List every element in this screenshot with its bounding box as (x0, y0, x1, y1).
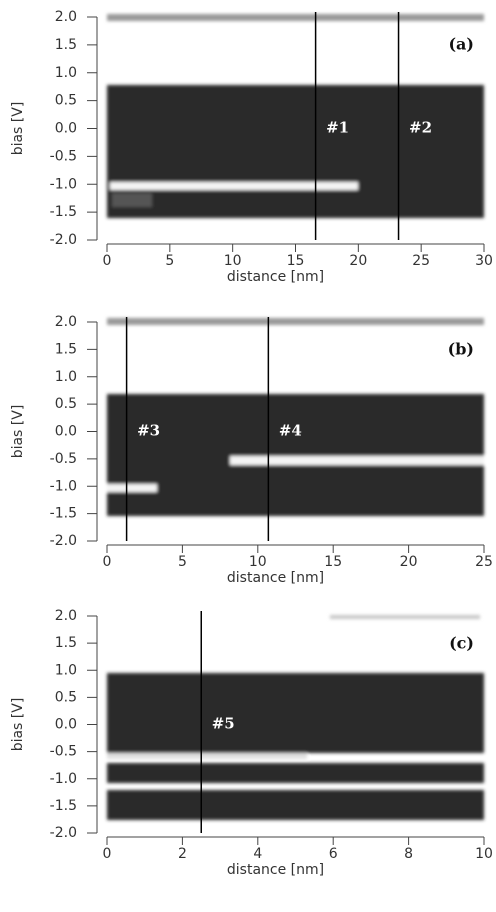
x-tick-label: 8 (404, 846, 413, 862)
panel-label: (a) (448, 35, 474, 54)
y-tick-label: -1.5 (50, 204, 77, 220)
y-tick-label: 1.0 (55, 65, 77, 81)
y-tick-label: 0.0 (55, 717, 77, 733)
y-tick-label: -2.0 (50, 825, 77, 841)
y-tick-label: 0.0 (55, 424, 77, 440)
y-tick-label: -0.5 (50, 451, 77, 467)
y-tick-label: -1.5 (50, 798, 77, 814)
y-tick-label: 0.5 (55, 689, 77, 705)
y-tick-label: -1.0 (50, 176, 77, 192)
y-tick-label: -1.0 (50, 478, 77, 494)
y-tick-label: 2.0 (55, 9, 77, 25)
x-tick-label: 0 (103, 846, 112, 862)
x-tick-label: 0 (103, 253, 112, 269)
marker-label: #4 (279, 422, 302, 440)
x-tick-label: 10 (475, 846, 493, 862)
y-tick-label: 2.0 (55, 608, 77, 624)
y-tick-label: 2.0 (55, 314, 77, 330)
y-axis-label: bias [V] (10, 102, 26, 156)
y-tick-label: 1.0 (55, 662, 77, 678)
x-axis-label: distance [nm] (227, 862, 324, 878)
x-tick-label: 5 (165, 253, 174, 269)
y-tick-label: -2.0 (50, 232, 77, 248)
marker-label: #5 (212, 715, 235, 733)
y-tick-label: -0.5 (50, 744, 77, 760)
x-tick-label: 25 (412, 253, 430, 269)
x-tick-label: 25 (475, 554, 493, 570)
y-axis-label: bias [V] (10, 698, 26, 752)
y-tick-label: 1.5 (55, 635, 77, 651)
x-tick-label: 6 (329, 846, 338, 862)
x-tick-label: 15 (287, 253, 305, 269)
x-tick-label: 20 (349, 253, 367, 269)
panel-label: (c) (449, 634, 474, 653)
image-data (107, 14, 484, 820)
x-tick-label: 0 (103, 554, 112, 570)
y-tick-label: 1.0 (55, 369, 77, 385)
x-tick-label: 2 (178, 846, 187, 862)
y-axis-label: bias [V] (10, 405, 26, 459)
y-tick-label: 0.5 (55, 93, 77, 109)
x-tick-label: 15 (324, 554, 342, 570)
x-tick-label: 10 (249, 554, 267, 570)
x-tick-label: 5 (178, 554, 187, 570)
marker-label: #1 (326, 119, 349, 137)
y-tick-label: -1.5 (50, 506, 77, 522)
panel-label: (b) (448, 340, 474, 359)
y-tick-label: -0.5 (50, 148, 77, 164)
x-tick-label: 10 (224, 253, 242, 269)
marker-label: #2 (409, 119, 432, 137)
x-axis-label: distance [nm] (227, 269, 324, 285)
y-tick-label: 1.5 (55, 37, 77, 53)
y-tick-label: 1.5 (55, 341, 77, 357)
y-tick-label: -1.0 (50, 771, 77, 787)
x-tick-label: 4 (253, 846, 262, 862)
marker-label: #3 (137, 422, 160, 440)
y-tick-label: 0.0 (55, 121, 77, 137)
y-tick-label: -2.0 (50, 533, 77, 549)
y-tick-label: 0.5 (55, 396, 77, 412)
x-tick-label: 20 (400, 554, 418, 570)
x-axis-label: distance [nm] (227, 570, 324, 586)
x-tick-label: 30 (475, 253, 493, 269)
